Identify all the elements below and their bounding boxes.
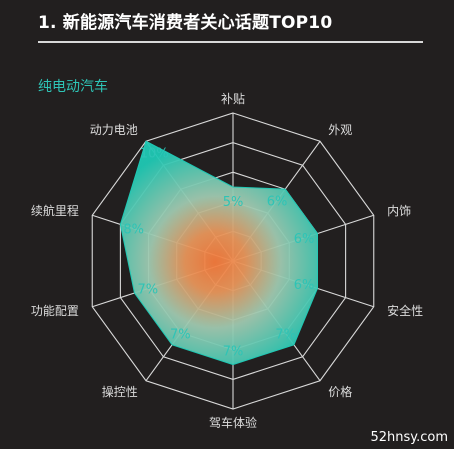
series-area — [119, 140, 318, 366]
axis-label-9: 续航里程 — [31, 203, 79, 218]
title-divider — [38, 41, 423, 43]
axis-label-1: 补贴 — [221, 92, 245, 106]
data-label-3: 6% — [294, 232, 315, 247]
axis-label-3: 内饰 — [387, 204, 411, 218]
data-label-9: 8% — [123, 223, 144, 238]
data-label-2: 6% — [267, 195, 288, 210]
axis-label-8: 功能配置 — [31, 304, 79, 318]
axis-label-4: 安全性 — [387, 303, 423, 318]
data-label-5: 7% — [275, 328, 296, 343]
watermark: 52hnsy.com — [370, 430, 448, 445]
chart-subtitle: 纯电动汽车 — [38, 79, 108, 95]
data-label-8: 7% — [137, 283, 158, 298]
data-label-7: 7% — [170, 328, 191, 343]
axis-label-2: 外观 — [328, 123, 352, 137]
data-label-4: 6% — [294, 278, 315, 293]
data-label-1: 5% — [223, 195, 244, 210]
data-label-10: 10% — [140, 147, 169, 162]
axis-label-10: 动力电池 — [90, 123, 138, 137]
axis-label-7: 操控性 — [102, 384, 138, 399]
data-label-6: 7% — [223, 345, 244, 360]
axis-label-6: 驾车体验 — [209, 415, 257, 430]
page-title: 1. 新能源汽车消费者关心话题TOP10 — [38, 13, 333, 33]
axis-label-5: 价格 — [328, 384, 352, 399]
